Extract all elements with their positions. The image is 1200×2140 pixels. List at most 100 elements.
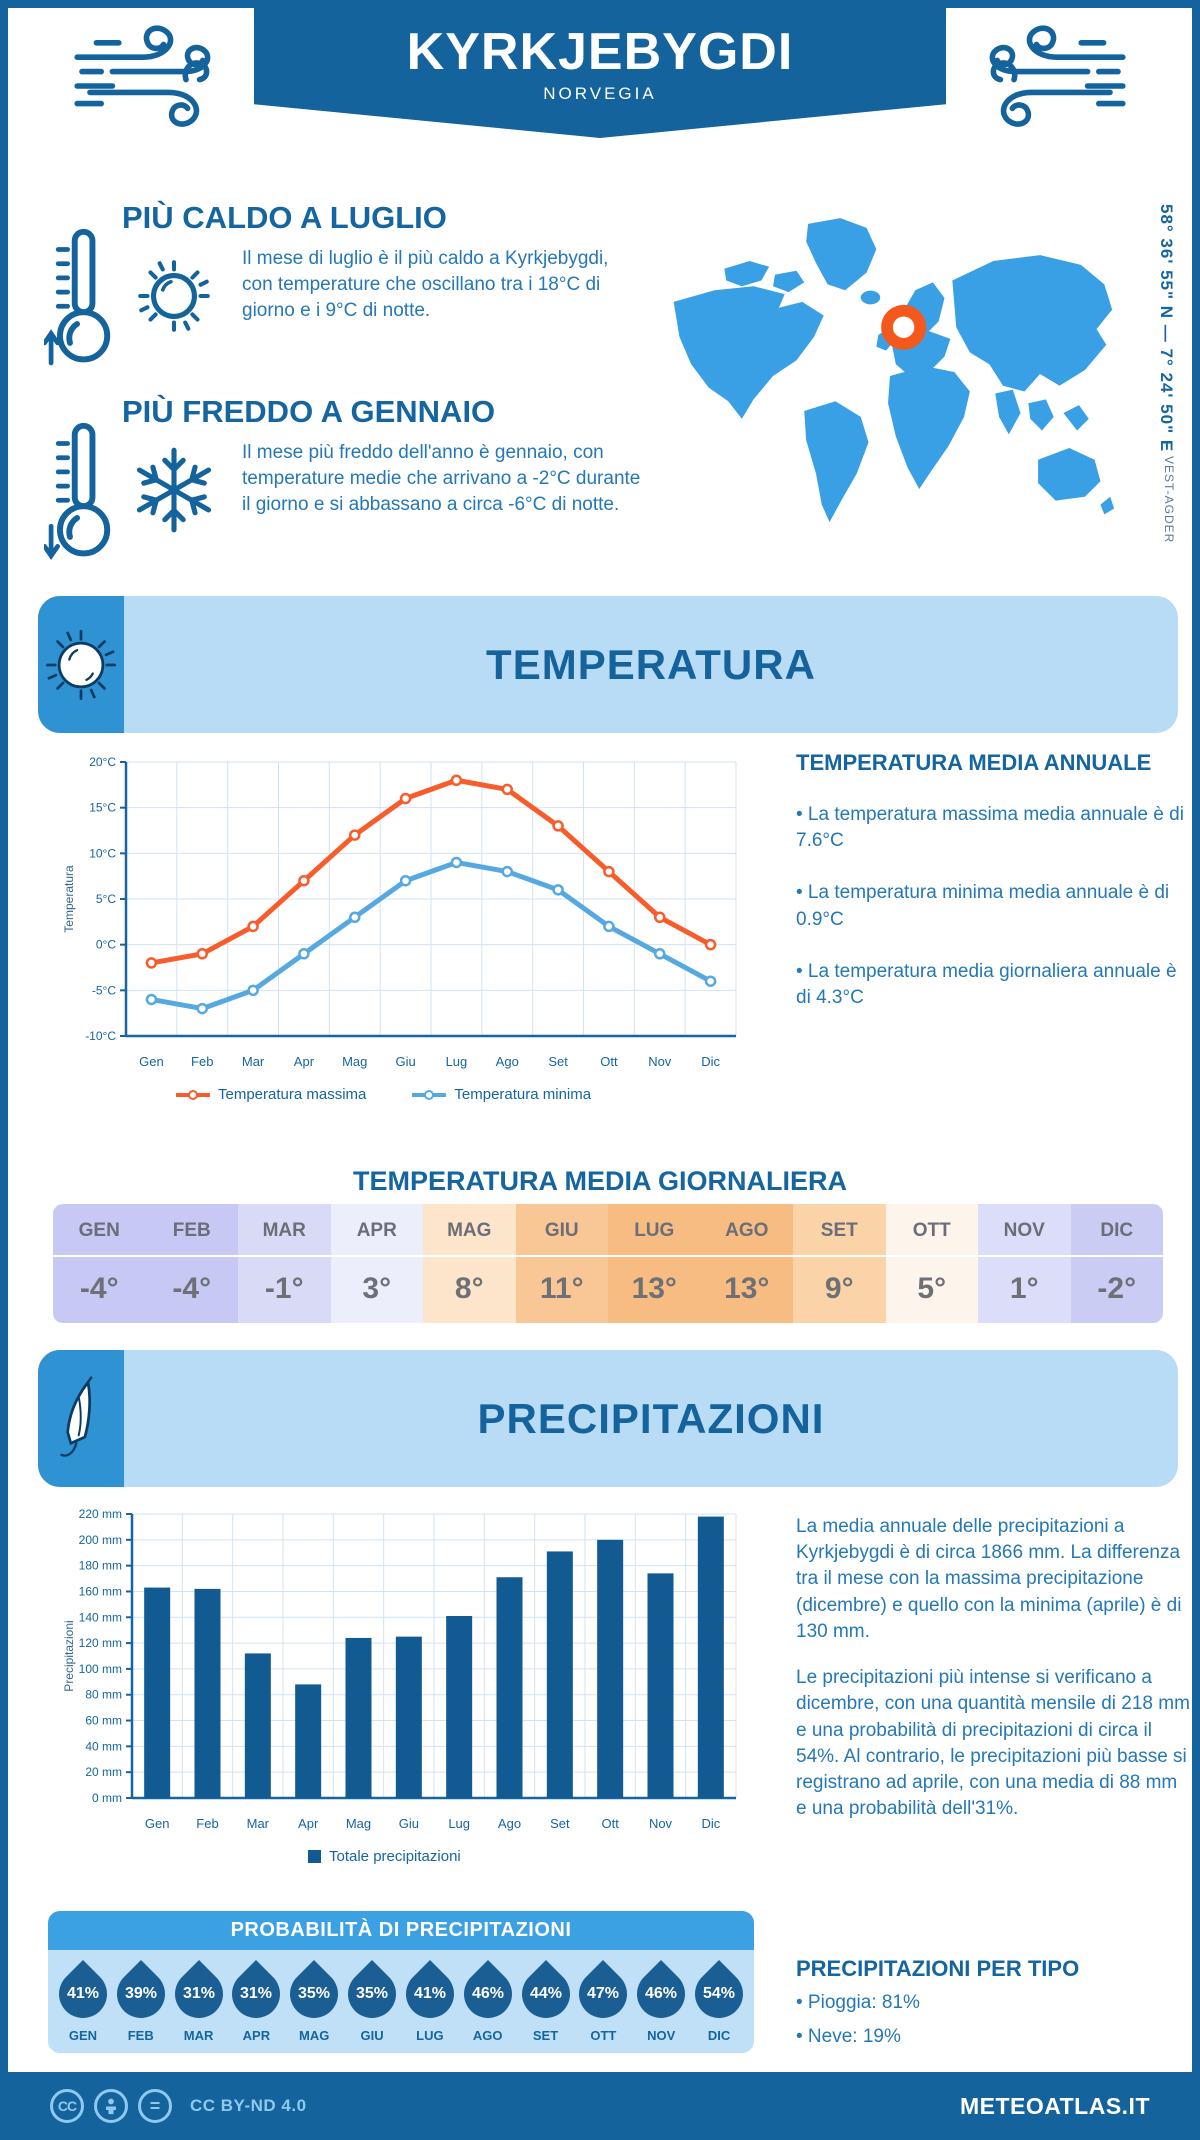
svg-text:20 mm: 20 mm [85, 1765, 122, 1779]
month-header: LUG [608, 1204, 701, 1257]
probability-month-label: OTT [590, 2028, 617, 2043]
precip-bar-Apr [295, 1684, 322, 1798]
svg-text:80 mm: 80 mm [85, 1688, 122, 1702]
probability-month-label: MAG [299, 2028, 330, 2043]
precip-bar-Ago [496, 1577, 523, 1798]
attribution-person-icon [94, 2089, 128, 2123]
month-value: -4° [79, 1272, 119, 1305]
coldest-text: Il mese più freddo dell'anno è gennaio, … [242, 442, 641, 516]
annual-temperature-block: TEMPERATURA MEDIA ANNUALE • La temperatu… [796, 750, 1192, 1011]
month-value: 8° [454, 1272, 484, 1305]
svg-text:Ago: Ago [498, 1816, 521, 1831]
svg-text:Set: Set [550, 1816, 570, 1831]
temperature-chart-legend: Temperatura massima Temperatura minima [176, 1086, 591, 1103]
probability-month-label: GEN [68, 2028, 97, 2043]
precipitation-chart-legend: Totale precipitazioni [308, 1848, 461, 1865]
svg-text:Precipitazioni: Precipitazioni [62, 1620, 76, 1691]
page-title: KYRKJEBYGDI [406, 23, 794, 81]
raindrop-icon: 46% [627, 1960, 696, 2028]
month-value: 13° [724, 1272, 770, 1305]
svg-text:-10°C: -10°C [85, 1029, 116, 1043]
license-label: CC BY-ND 4.0 [190, 2096, 307, 2115]
svg-text:220 mm: 220 mm [79, 1507, 122, 1521]
precipitation-probability-panel: PROBABILITÀ DI PRECIPITAZIONI 41% GEN 39% F… [48, 1911, 754, 2053]
month-header: DIC [1070, 1204, 1163, 1257]
raindrop-icon: 54% [685, 1960, 753, 2028]
rain-bullet: • Pioggia: 81% [796, 1992, 920, 2013]
daily-temp-col-MAG: MAG 8° [423, 1204, 516, 1323]
daily-temp-col-APR: APR 3° [330, 1204, 423, 1323]
precip-bar-Lug [446, 1615, 473, 1798]
svg-text:Ott: Ott [601, 1816, 619, 1831]
location-marker [881, 304, 927, 350]
month-header: NOV [978, 1204, 1071, 1257]
precipitation-section-banner: PRECIPITAZIONI [38, 1350, 1178, 1487]
month-value: 1° [1009, 1272, 1039, 1305]
wind-icon [989, 25, 1126, 127]
raindrop-icon: 31% [222, 1960, 291, 2028]
sun-icon [138, 260, 210, 332]
svg-text:Giu: Giu [395, 1054, 415, 1069]
svg-text:Giu: Giu [399, 1816, 419, 1831]
region-text: VEST-AGDER [1162, 456, 1176, 544]
raindrop-icon: 35% [338, 1960, 406, 2028]
svg-text:Lug: Lug [448, 1816, 470, 1831]
snowflake-icon [136, 447, 212, 533]
month-header: GIU [515, 1204, 608, 1257]
annual-max-bullet: • La temperatura massima media annuale è… [796, 804, 1184, 852]
probability-cell-GEN: 41% GEN [48, 1960, 117, 2043]
svg-text:180 mm: 180 mm [79, 1559, 122, 1573]
svg-text:Mag: Mag [346, 1816, 371, 1831]
probability-month-label: SET [532, 2028, 559, 2043]
svg-text:Mar: Mar [247, 1816, 270, 1831]
world-map [660, 206, 1118, 542]
precip-bar-Mag [345, 1637, 372, 1798]
svg-text:Mar: Mar [242, 1054, 265, 1069]
month-value: 13° [631, 1272, 677, 1305]
month-header: FEB [145, 1204, 238, 1257]
probability-month-label: NOV [647, 2028, 676, 2043]
svg-text:Nov: Nov [649, 1816, 673, 1831]
month-value: -4° [172, 1272, 212, 1305]
probability-cell-LUG: 41% LUG [395, 1960, 464, 2043]
raindrop-icon: 35% [280, 1960, 349, 2028]
month-header: SET [793, 1204, 886, 1257]
precip-bar-Gen [144, 1587, 171, 1798]
precipitation-paragraph-1: La media annuale delle precipitazioni a … [796, 1516, 1182, 1642]
probability-cell-AGO: 46% AGO [453, 1960, 522, 2043]
svg-text:40 mm: 40 mm [85, 1739, 122, 1753]
annual-min-bullet: • La temperatura minima media annuale è … [796, 882, 1170, 930]
footer-bar: CC = CC BY-ND 4.0 METEOATLAS.IT [8, 2072, 1192, 2140]
legend-item: Totale precipitazioni [308, 1848, 461, 1865]
svg-text:Ott: Ott [600, 1054, 618, 1069]
month-value: 9° [824, 1272, 854, 1305]
daily-temp-col-OTT: OTT 5° [885, 1204, 978, 1323]
daily-temp-col-NOV: NOV 1° [978, 1204, 1071, 1323]
daily-temp-col-FEB: FEB -4° [145, 1204, 238, 1323]
cc-icon: CC [50, 2089, 84, 2123]
probability-month-label: APR [242, 2028, 271, 2043]
warmest-title: PIÙ CALDO A LUGLIO [122, 200, 447, 235]
svg-text:5°C: 5°C [96, 892, 116, 906]
snow-bullet: • Neve: 19% [796, 2026, 901, 2048]
month-value: -1° [264, 1272, 304, 1305]
raindrop-icon: 47% [569, 1960, 638, 2028]
month-header: MAG [423, 1204, 516, 1257]
daily-temp-col-GIU: GIU 11° [515, 1204, 608, 1323]
svg-text:15°C: 15°C [89, 801, 116, 815]
coordinates-block: 58° 36' 55" N — 7° 24' 50" E VEST-AGDER [1156, 204, 1176, 684]
precip-bar-Dic [697, 1516, 724, 1798]
month-value: 3° [362, 1272, 392, 1305]
svg-text:Feb: Feb [196, 1816, 218, 1831]
probability-cell-MAG: 35% MAG [280, 1960, 349, 2043]
probability-title: PROBABILITÀ DI PRECIPITAZIONI [48, 1911, 754, 1950]
probability-month-label: MAR [183, 2028, 214, 2043]
raindrop-icon: 41% [395, 1960, 464, 2028]
temperature-section-banner: TEMPERATURA [38, 596, 1178, 733]
daily-temp-col-MAR: MAR -1° [238, 1204, 331, 1323]
svg-text:20°C: 20°C [89, 755, 116, 769]
precipitation-text-block: La media annuale delle precipitazioni a … [796, 1514, 1192, 1842]
month-value: -2° [1097, 1272, 1137, 1305]
raindrop-icon: 46% [453, 1960, 522, 2028]
precipitation-section-title: PRECIPITAZIONI [477, 1394, 825, 1442]
